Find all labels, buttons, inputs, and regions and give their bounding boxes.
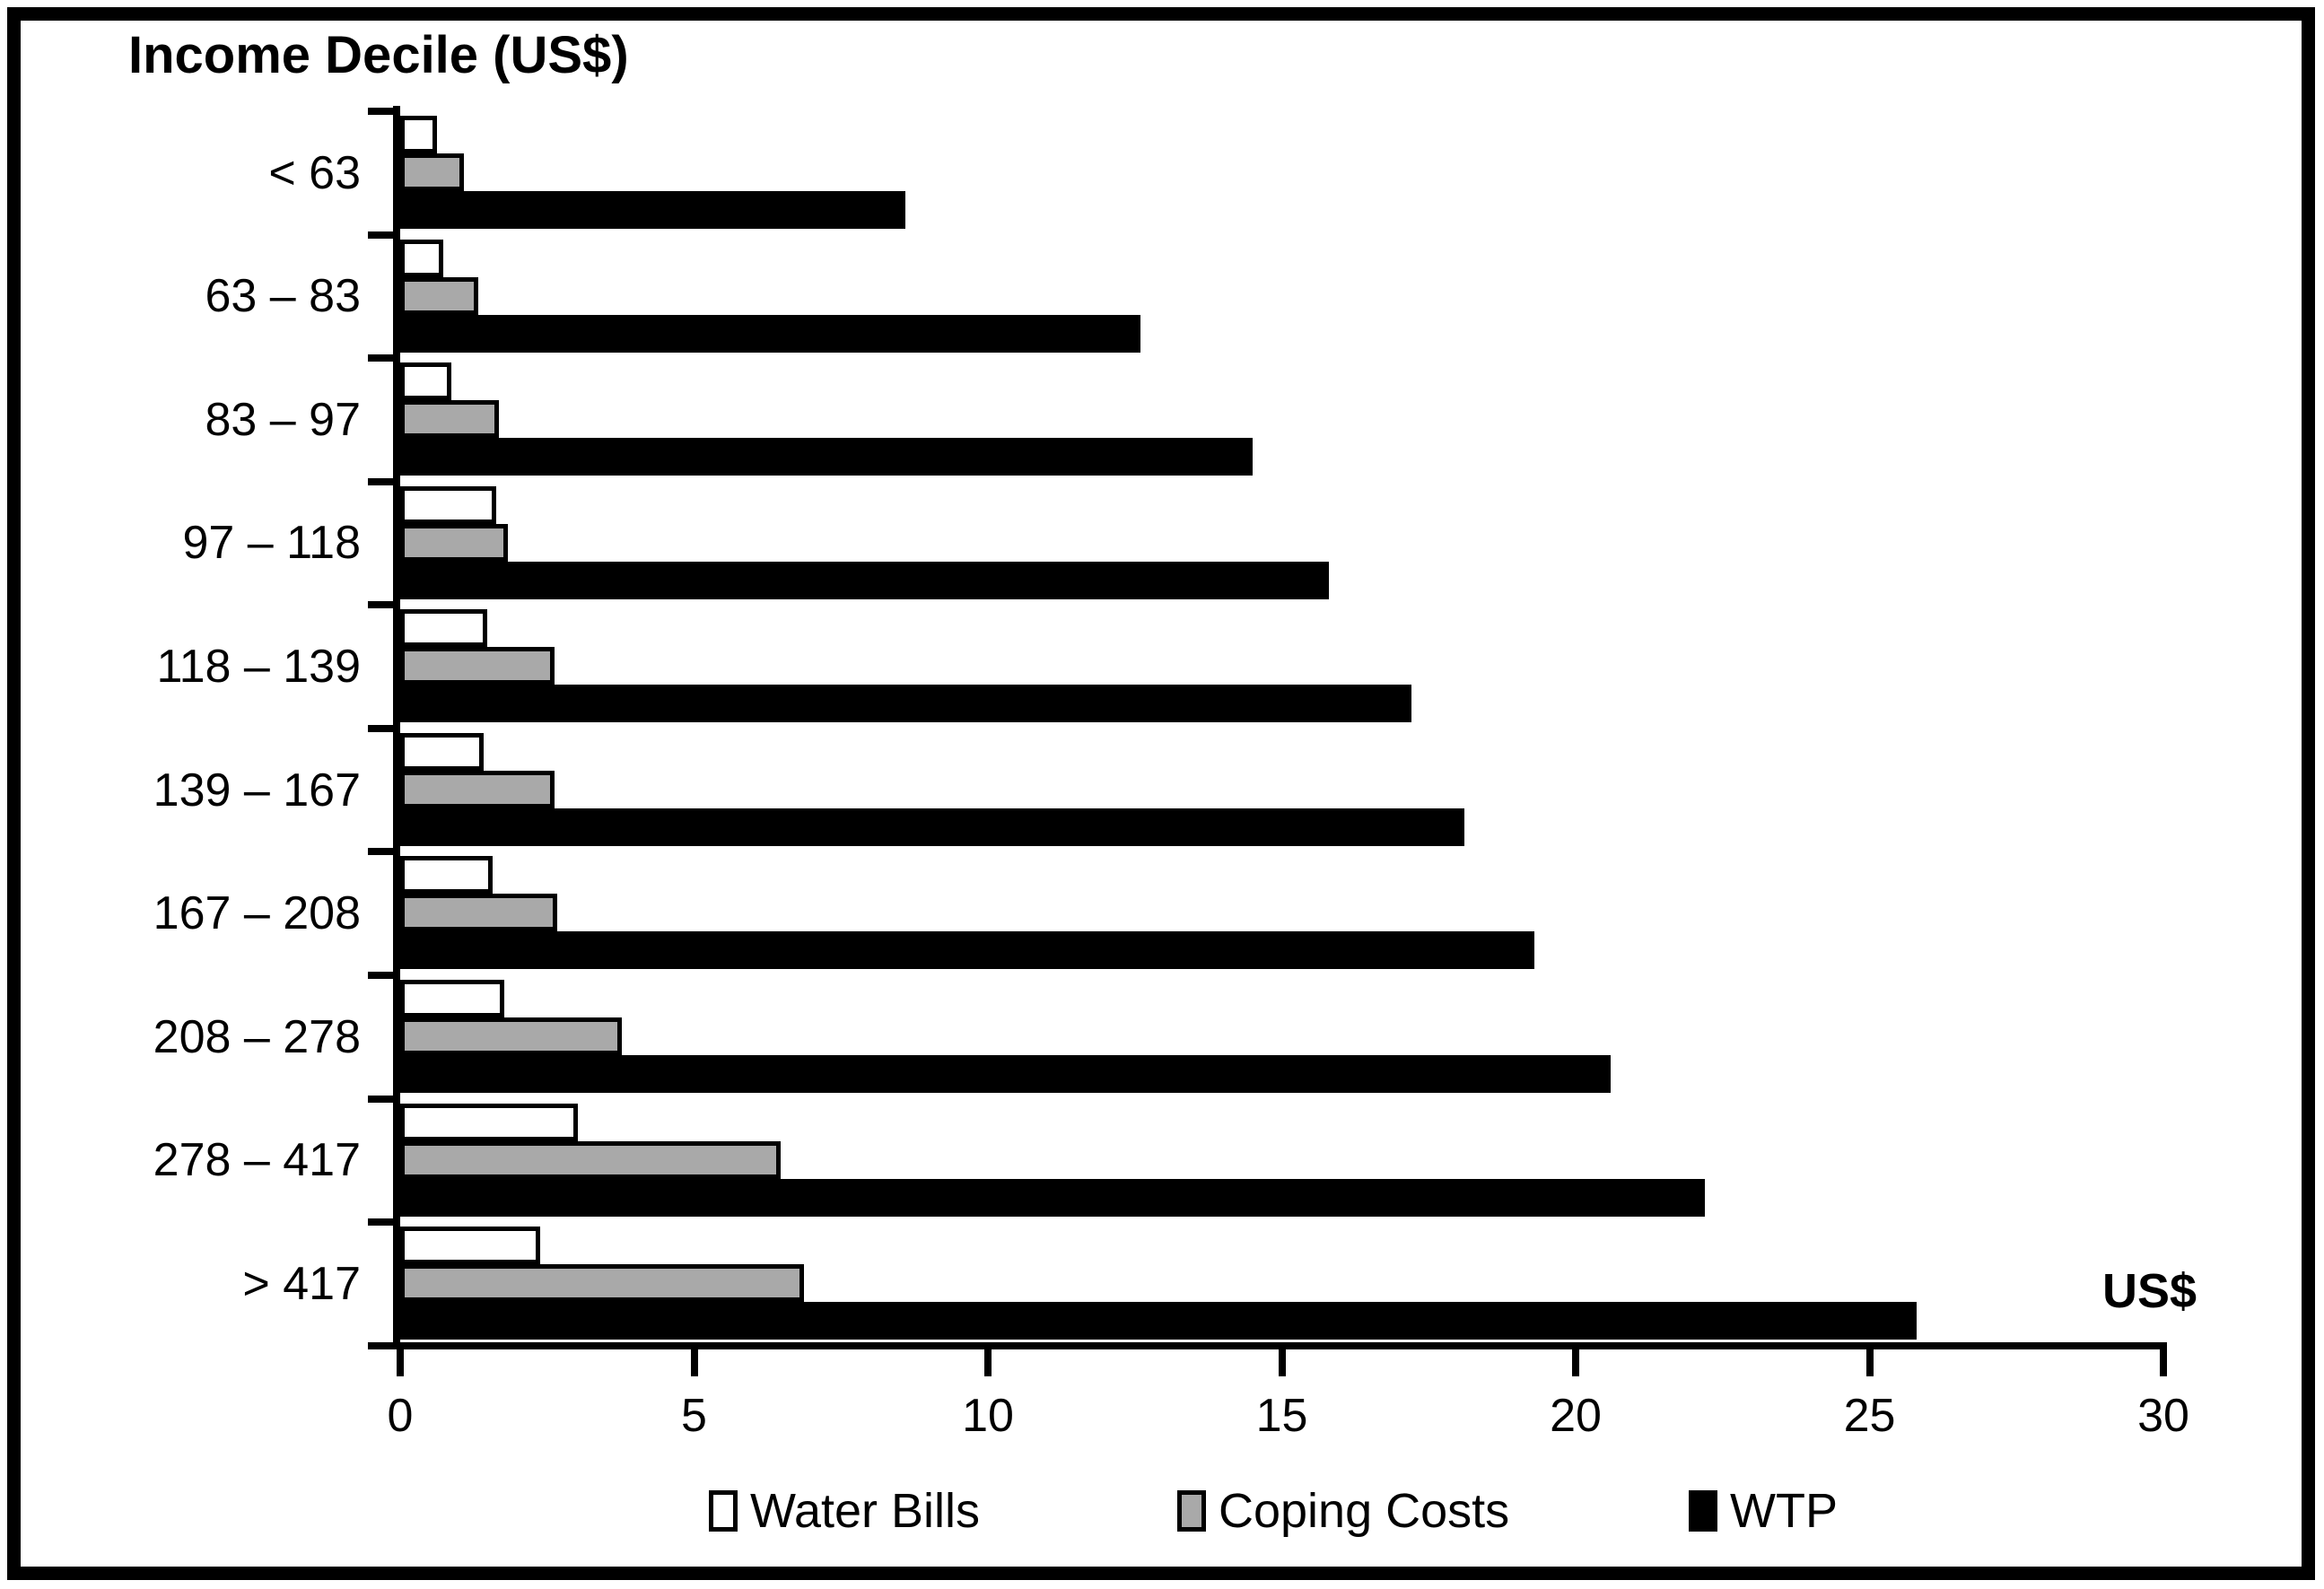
category-label: 97 – 118 — [182, 517, 361, 570]
category-label: 139 – 167 — [153, 764, 361, 816]
bar-wtp — [400, 314, 1140, 353]
y-axis-tick — [368, 724, 393, 732]
legend-label: WTP — [1730, 1484, 1838, 1538]
bar-water-bills — [400, 116, 437, 153]
x-tick-label: 0 — [387, 1390, 414, 1442]
x-tick-label: 20 — [1550, 1390, 1602, 1442]
bar-wtp — [400, 561, 1329, 599]
bar-wtp — [400, 1302, 1917, 1340]
category-label: < 63 — [268, 146, 361, 199]
category-label: 278 – 417 — [153, 1134, 361, 1187]
bar-water-bills — [400, 856, 493, 895]
x-tick-label: 30 — [2137, 1390, 2189, 1442]
x-axis-tick — [1865, 1349, 1874, 1376]
bar-coping-costs — [400, 1140, 781, 1179]
x-tick-label: 25 — [1843, 1390, 1896, 1442]
bar-wtp — [400, 808, 1464, 846]
legend-label: Water Bills — [750, 1484, 981, 1538]
category-label: 63 – 83 — [205, 270, 362, 323]
bar-coping-costs — [400, 894, 557, 932]
chart-title: Income Decile (US$) — [128, 26, 629, 84]
y-axis-tick — [368, 848, 393, 856]
bar-water-bills — [400, 362, 451, 401]
x-axis-tick — [984, 1349, 992, 1376]
bar-wtp — [400, 191, 905, 229]
bar-wtp — [400, 438, 1253, 476]
y-axis-tick — [368, 477, 393, 485]
bar-coping-costs — [400, 1017, 622, 1055]
category-label: > 417 — [242, 1257, 361, 1310]
legend: Water Bills Coping Costs WTP — [0, 1485, 2324, 1539]
y-axis-tick — [368, 231, 393, 239]
x-tick-label: 15 — [1255, 1390, 1308, 1442]
y-axis-tick — [368, 1095, 393, 1103]
y-axis-tick — [368, 1341, 393, 1349]
bar-wtp — [400, 1178, 1705, 1217]
wtp-swatch-icon — [1689, 1490, 1717, 1532]
bar-coping-costs — [400, 276, 478, 315]
legend-item-wtp: WTP — [1689, 1485, 1838, 1537]
x-tick-label: 10 — [962, 1390, 1014, 1442]
bar-water-bills — [400, 485, 496, 524]
bar-water-bills — [400, 609, 487, 648]
legend-item-coping-costs: Coping Costs — [1177, 1485, 1509, 1537]
bar-wtp — [400, 685, 1411, 723]
bar-coping-costs — [400, 400, 499, 439]
category-label: 118 – 139 — [156, 641, 361, 694]
category-label: 208 – 278 — [153, 1010, 361, 1063]
x-tick-label: 5 — [681, 1390, 707, 1442]
bar-water-bills — [400, 732, 484, 771]
bar-coping-costs — [400, 1264, 804, 1303]
bar-coping-costs — [400, 153, 464, 191]
bar-wtp — [400, 1054, 1611, 1093]
x-axis-tick — [397, 1349, 404, 1376]
bar-wtp — [400, 931, 1534, 970]
legend-label: Coping Costs — [1219, 1484, 1510, 1538]
bar-coping-costs — [400, 523, 508, 562]
x-axis-tick — [690, 1349, 698, 1376]
bar-water-bills — [400, 1103, 578, 1141]
category-label: 167 – 208 — [153, 887, 361, 940]
coping-costs-swatch-icon — [1177, 1490, 1206, 1532]
x-axis-line — [393, 1342, 2167, 1349]
category-label: 83 – 97 — [205, 393, 362, 446]
x-axis-tick — [2160, 1349, 2167, 1376]
y-axis-tick — [368, 1218, 393, 1227]
x-axis-tick — [1278, 1349, 1286, 1376]
bar-water-bills — [400, 979, 504, 1017]
bar-coping-costs — [400, 647, 555, 685]
x-axis-tick — [1572, 1349, 1579, 1376]
y-axis-tick — [368, 601, 393, 609]
bar-water-bills — [400, 1227, 540, 1265]
y-axis-tick — [368, 354, 393, 362]
y-axis-tick — [368, 108, 393, 115]
water-bills-swatch-icon — [709, 1490, 738, 1532]
legend-item-water-bills: Water Bills — [709, 1485, 980, 1537]
bar-coping-costs — [400, 770, 555, 808]
y-axis-line — [393, 106, 400, 1349]
y-axis-tick — [368, 971, 393, 979]
bar-water-bills — [400, 239, 443, 277]
x-axis-unit-label: US$ — [2101, 1264, 2197, 1318]
